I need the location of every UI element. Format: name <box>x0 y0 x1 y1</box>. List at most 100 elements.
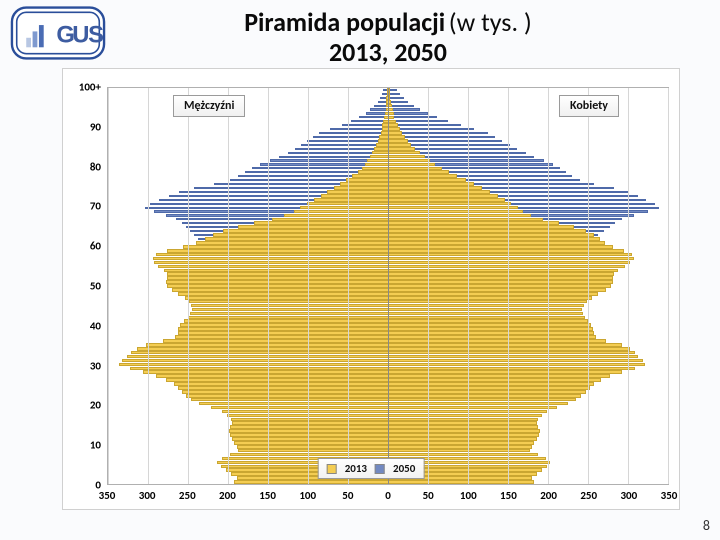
bar-2013-male <box>223 229 388 233</box>
bar-2013-female <box>388 221 559 225</box>
bar-2013-male <box>190 312 388 316</box>
bar-2013-male <box>166 378 388 382</box>
bar-2013-female <box>388 437 537 441</box>
bar-2013-male <box>189 300 388 304</box>
bar-2013-male <box>376 143 388 147</box>
bar-2013-female <box>388 170 449 174</box>
bar-2013-male <box>184 319 388 323</box>
x-tick-label: 100 <box>299 489 316 502</box>
bar-2013-female <box>388 453 538 457</box>
x-tick-label: 250 <box>179 489 196 502</box>
bar-2013-female <box>388 394 581 398</box>
x-tick-label: 150 <box>500 489 517 502</box>
bar-2013-female <box>388 433 539 437</box>
bar-2013-female <box>388 135 405 139</box>
bar-2013-male <box>130 367 388 371</box>
bar-2013-female <box>388 218 543 222</box>
x-tick-label: 100 <box>460 489 477 502</box>
bar-2013-male <box>254 221 388 225</box>
legend-years: 2013 2050 <box>318 458 425 479</box>
title-block: Piramida populacji (w tys. ) 2013, 2050 <box>66 6 710 68</box>
bar-2013-female <box>388 327 593 331</box>
legend-2050: 2050 <box>393 462 415 475</box>
bar-2013-female <box>388 245 613 249</box>
x-tick-label: 300 <box>620 489 637 502</box>
bar-2013-female <box>388 418 538 422</box>
bar-2013-male <box>164 269 388 273</box>
bar-2013-female <box>388 194 498 198</box>
y-tick-label: 20 <box>90 399 101 412</box>
bar-2013-male <box>186 394 388 398</box>
bar-2013-female <box>388 355 638 359</box>
bar-2013-female <box>388 174 457 178</box>
bar-2013-male <box>183 245 388 249</box>
bar-2013-female <box>388 406 557 410</box>
x-tick-label: 50 <box>423 489 434 502</box>
bar-2013-female <box>388 378 601 382</box>
bar-2013-female <box>388 241 605 245</box>
bar-2013-male <box>372 151 388 155</box>
bar-2013-male <box>232 421 388 425</box>
bar-2013-male <box>163 339 388 343</box>
bar-2013-female <box>388 198 505 202</box>
bar-2013-male <box>379 135 388 139</box>
bar-2013-male <box>352 174 388 178</box>
bar-2013-male <box>374 147 388 151</box>
bar-2013-female <box>388 374 610 378</box>
slide: G U S Piramida populacji (w tys. ) 2013,… <box>0 0 720 540</box>
bar-2013-male <box>230 453 388 457</box>
bar-2013-female <box>388 367 635 371</box>
bar-2013-male <box>231 418 388 422</box>
plot-region <box>107 87 669 485</box>
bar-2013-male <box>321 194 388 198</box>
bar-2013-male <box>188 316 388 320</box>
swatch-2050 <box>375 464 385 474</box>
bar-2013-male <box>167 272 388 276</box>
y-tick-label: 40 <box>90 319 101 332</box>
bar-2013-female <box>388 304 584 308</box>
bar-2013-female <box>388 159 430 163</box>
bar-2013-female <box>388 382 594 386</box>
bar-2013-male <box>156 253 388 257</box>
bar-2013-female <box>388 359 643 363</box>
bar-2013-female <box>388 147 415 151</box>
y-axis-labels: 100+9080706050403020100 <box>63 87 105 485</box>
bar-2013-female <box>388 190 490 194</box>
bar-2013-female <box>388 386 590 390</box>
y-tick-label: 80 <box>90 160 101 173</box>
bar-2013-female <box>388 210 523 214</box>
bar-2013-male <box>300 206 388 210</box>
bar-2013-female <box>388 288 606 292</box>
page-number: 8 <box>703 517 710 534</box>
header: G U S Piramida populacji (w tys. ) 2013,… <box>0 0 720 70</box>
y-tick-label: 50 <box>90 280 101 293</box>
bar-2013-male <box>327 190 388 194</box>
x-tick-label: 200 <box>540 489 557 502</box>
bar-2013-female <box>388 178 466 182</box>
bar-2013-female <box>388 331 594 335</box>
bar-2013-female <box>388 421 537 425</box>
bar-2013-male <box>238 449 388 453</box>
bar-2013-male <box>232 437 388 441</box>
bar-2013-female <box>388 253 632 257</box>
legend-female: Kobiety <box>559 95 619 117</box>
y-tick-label: 100+ <box>79 81 101 94</box>
legend-male: Mężczyźni <box>173 95 245 117</box>
bar-2013-male <box>178 292 388 296</box>
bar-2013-male <box>191 398 388 402</box>
bar-2013-female <box>388 312 583 316</box>
bar-2013-male <box>222 410 388 414</box>
y-tick-label: 70 <box>90 200 101 213</box>
bar-2013-female <box>388 257 634 261</box>
bar-2013-female <box>388 296 592 300</box>
bar-2013-female <box>388 214 531 218</box>
bar-2013-female <box>388 480 534 484</box>
title-main: Piramida populacji <box>244 6 445 38</box>
bar-2013-male <box>314 198 388 202</box>
bar-2013-female <box>388 319 588 323</box>
bar-2013-female <box>388 225 574 229</box>
bar-2013-female <box>388 441 534 445</box>
x-tick-label: 350 <box>99 489 116 502</box>
bar-2013-female <box>388 131 402 135</box>
bar-2013-male <box>192 308 388 312</box>
